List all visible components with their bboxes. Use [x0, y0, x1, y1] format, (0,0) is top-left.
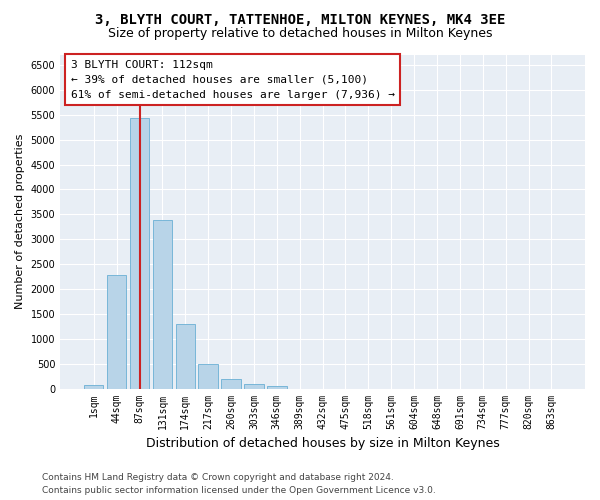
Bar — [84, 385, 103, 388]
Bar — [267, 386, 287, 388]
Text: 3 BLYTH COURT: 112sqm
← 39% of detached houses are smaller (5,100)
61% of semi-d: 3 BLYTH COURT: 112sqm ← 39% of detached … — [71, 60, 395, 100]
X-axis label: Distribution of detached houses by size in Milton Keynes: Distribution of detached houses by size … — [146, 437, 499, 450]
Bar — [107, 275, 127, 388]
Bar — [244, 384, 263, 388]
Bar — [152, 220, 172, 388]
Text: Contains public sector information licensed under the Open Government Licence v3: Contains public sector information licen… — [42, 486, 436, 495]
Bar — [199, 364, 218, 388]
Bar — [221, 378, 241, 388]
Bar — [130, 118, 149, 388]
Bar — [176, 324, 195, 388]
Text: Size of property relative to detached houses in Milton Keynes: Size of property relative to detached ho… — [108, 28, 492, 40]
Text: Contains HM Land Registry data © Crown copyright and database right 2024.: Contains HM Land Registry data © Crown c… — [42, 474, 394, 482]
Y-axis label: Number of detached properties: Number of detached properties — [15, 134, 25, 310]
Text: 3, BLYTH COURT, TATTENHOE, MILTON KEYNES, MK4 3EE: 3, BLYTH COURT, TATTENHOE, MILTON KEYNES… — [95, 12, 505, 26]
